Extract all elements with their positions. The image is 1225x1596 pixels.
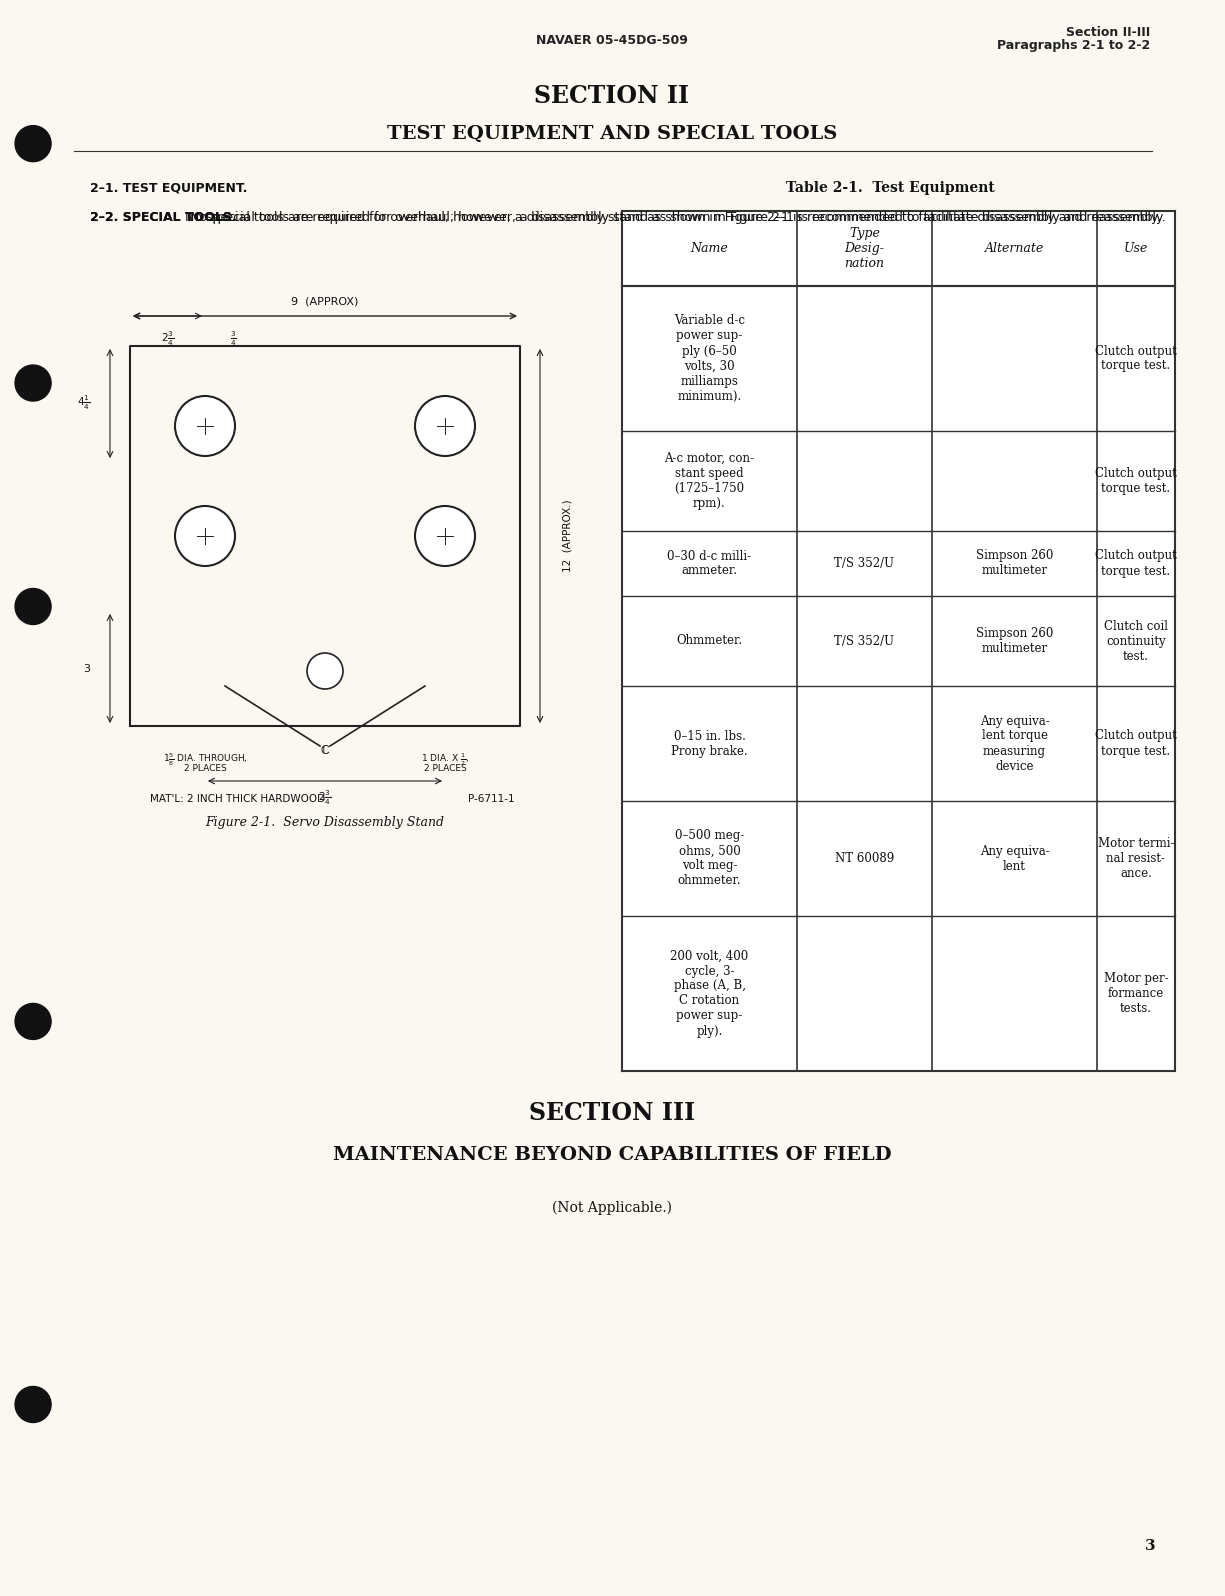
Text: 12  (APPROX.): 12 (APPROX.) — [562, 500, 572, 573]
Text: Ohmmeter.: Ohmmeter. — [676, 635, 742, 648]
Text: Section II-III: Section II-III — [1066, 27, 1150, 40]
Text: (Not Applicable.): (Not Applicable.) — [552, 1202, 673, 1216]
Text: 2 PLACES: 2 PLACES — [424, 764, 467, 772]
Text: $\frac{3}{4}$: $\frac{3}{4}$ — [230, 330, 236, 348]
Text: 2 PLACES: 2 PLACES — [184, 764, 227, 772]
Text: T/S 352/U: T/S 352/U — [834, 557, 894, 570]
Text: Clutch output
torque test.: Clutch output torque test. — [1095, 468, 1177, 495]
Text: Type
Desig-
nation: Type Desig- nation — [844, 227, 884, 270]
Text: Use: Use — [1123, 243, 1148, 255]
Text: $2\frac{3}{4}$: $2\frac{3}{4}$ — [162, 330, 175, 348]
Text: MAT'L: 2 INCH THICK HARDWOOD: MAT'L: 2 INCH THICK HARDWOOD — [149, 793, 325, 804]
Text: Clutch output
torque test.: Clutch output torque test. — [1095, 345, 1177, 372]
Text: A-c motor, con-
stant speed
(1725–1750
rpm).: A-c motor, con- stant speed (1725–1750 r… — [664, 452, 755, 511]
Text: 0–30 d-c milli-
ammeter.: 0–30 d-c milli- ammeter. — [668, 549, 752, 578]
Text: 1 DIA. X $\frac{1}{2}$,: 1 DIA. X $\frac{1}{2}$, — [421, 752, 469, 768]
Text: NT 60089: NT 60089 — [835, 852, 894, 865]
Text: Any equiva-
lent torque
measuring
device: Any equiva- lent torque measuring device — [980, 715, 1050, 772]
Text: 3: 3 — [83, 664, 89, 674]
Text: 2–2. SPECIAL TOOLS.: 2–2. SPECIAL TOOLS. — [89, 211, 236, 223]
Text: Any equiva-
lent: Any equiva- lent — [980, 844, 1050, 873]
Text: $\mathbf{\mathbb{C}}$: $\mathbf{\mathbb{C}}$ — [320, 744, 331, 757]
Circle shape — [175, 506, 235, 567]
Text: Simpson 260
multimeter: Simpson 260 multimeter — [976, 549, 1054, 578]
Circle shape — [415, 396, 475, 456]
Circle shape — [15, 126, 51, 161]
Text: SECTION III: SECTION III — [529, 1101, 695, 1125]
Text: Name: Name — [691, 243, 729, 255]
Text: $4\frac{1}{4}$: $4\frac{1}{4}$ — [77, 394, 89, 412]
Text: T/S 352/U: T/S 352/U — [834, 635, 894, 648]
Text: Table 2-1.  Test Equipment: Table 2-1. Test Equipment — [785, 180, 995, 195]
Text: Clutch output
torque test.: Clutch output torque test. — [1095, 729, 1177, 758]
Text: MAINTENANCE BEYOND CAPABILITIES OF FIELD: MAINTENANCE BEYOND CAPABILITIES OF FIELD — [333, 1146, 892, 1163]
Text: No special tools are required for overhaul; however, a disassembly stand as show: No special tools are required for overha… — [185, 211, 1160, 223]
Text: SECTION II: SECTION II — [534, 85, 690, 109]
Circle shape — [175, 396, 235, 456]
Text: Variable d-c
power sup-
ply (6–50
volts, 30
milliamps
minimum).: Variable d-c power sup- ply (6–50 volts,… — [674, 314, 745, 402]
Text: No special tools are required for overhaul; however, a disassembly stand as show: No special tools are required for overha… — [190, 211, 1166, 223]
Bar — [622, 211, 1175, 286]
Circle shape — [415, 506, 475, 567]
Text: 2–1. TEST EQUIPMENT.: 2–1. TEST EQUIPMENT. — [89, 182, 247, 195]
Circle shape — [15, 1004, 51, 1039]
Text: 0–500 meg-
ohms, 500
volt meg-
ohmmeter.: 0–500 meg- ohms, 500 volt meg- ohmmeter. — [675, 830, 744, 887]
Text: Motor termi-
nal resist-
ance.: Motor termi- nal resist- ance. — [1098, 836, 1175, 879]
Text: Clutch output
torque test.: Clutch output torque test. — [1095, 549, 1177, 578]
Text: TEST EQUIPMENT AND SPECIAL TOOLS: TEST EQUIPMENT AND SPECIAL TOOLS — [387, 124, 837, 144]
Text: 0–15 in. lbs.
Prony brake.: 0–15 in. lbs. Prony brake. — [671, 729, 747, 758]
Text: P-6711-1: P-6711-1 — [468, 793, 514, 804]
Circle shape — [15, 1387, 51, 1422]
Text: Clutch coil
continuity
test.: Clutch coil continuity test. — [1104, 619, 1167, 662]
Text: Motor per-
formance
tests.: Motor per- formance tests. — [1104, 972, 1169, 1015]
Text: 9  (APPROX): 9 (APPROX) — [292, 295, 359, 306]
Circle shape — [15, 589, 51, 624]
Circle shape — [15, 365, 51, 401]
Text: 2–2. SPECIAL TOOLS.: 2–2. SPECIAL TOOLS. — [89, 211, 236, 223]
Text: $1\frac{5}{8}$ DIA. THROUGH,: $1\frac{5}{8}$ DIA. THROUGH, — [163, 752, 247, 768]
Bar — [622, 286, 1175, 1071]
Text: NAVAER 05-45DG-509: NAVAER 05-45DG-509 — [537, 34, 688, 46]
Text: $2\frac{3}{4}$: $2\frac{3}{4}$ — [318, 788, 332, 808]
Circle shape — [307, 653, 343, 689]
Text: Alternate: Alternate — [985, 243, 1044, 255]
Text: Paragraphs 2-1 to 2-2: Paragraphs 2-1 to 2-2 — [997, 40, 1150, 53]
Text: Figure 2-1.  Servo Disassembly Stand: Figure 2-1. Servo Disassembly Stand — [206, 816, 445, 828]
Text: 3: 3 — [1144, 1539, 1155, 1553]
Text: 200 volt, 400
cycle, 3-
phase (A, B,
C rotation
power sup-
ply).: 200 volt, 400 cycle, 3- phase (A, B, C r… — [670, 950, 748, 1037]
Text: Simpson 260
multimeter: Simpson 260 multimeter — [976, 627, 1054, 654]
